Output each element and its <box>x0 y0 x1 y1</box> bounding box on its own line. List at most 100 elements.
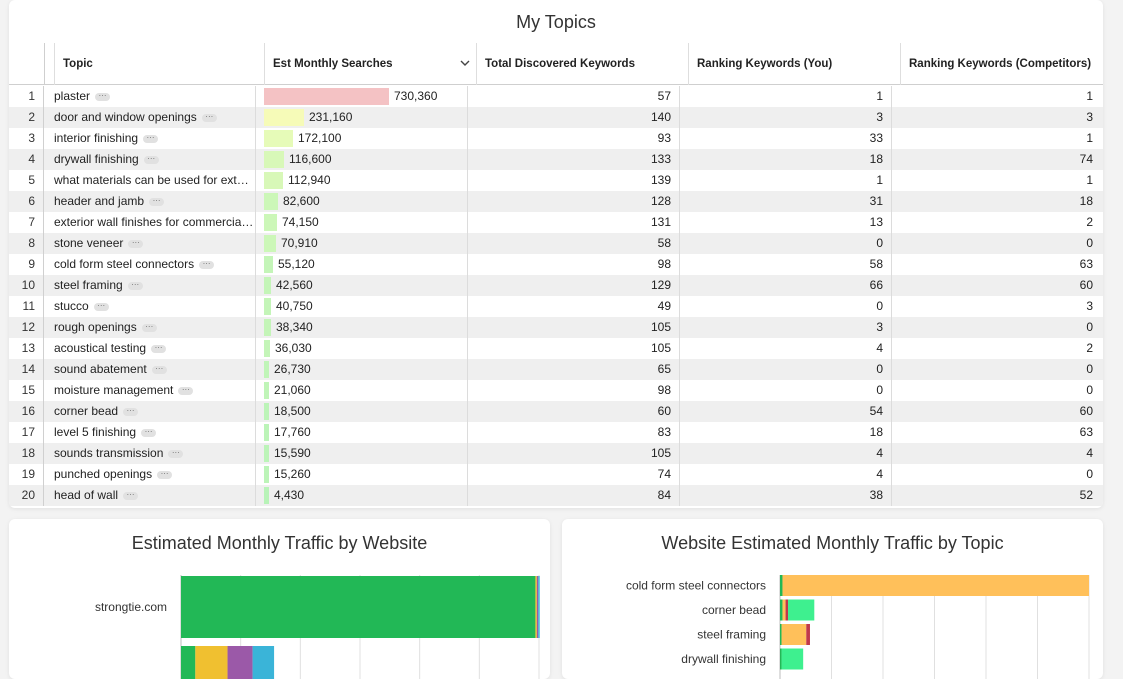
topic-cell[interactable]: moisture management ··· <box>45 380 255 401</box>
table-row[interactable]: 8 stone veneer ··· 70,910 58 0 0 <box>9 233 1103 254</box>
ranking-you-cell: 33 <box>679 128 891 149</box>
topic-name: head of wall <box>54 488 119 502</box>
topic-cell[interactable]: sounds transmission ··· <box>45 443 255 464</box>
table-row[interactable]: 9 cold form steel connectors ··· 55,120 98 58… <box>9 254 1103 275</box>
table-row[interactable]: 6 header and jamb ··· 82,600 128 31 18 <box>9 191 1103 212</box>
chevron-down-icon[interactable] <box>460 43 470 103</box>
table-header: Topic Est Monthly Searches Total Discove… <box>9 43 1103 85</box>
topic-cell[interactable]: exterior wall finishes for commercial bu… <box>45 212 255 233</box>
est-monthly-searches-cell: 730,360 <box>255 86 467 107</box>
topic-cell[interactable]: plaster ··· <box>45 86 255 107</box>
ranking-you-cell: 4 <box>679 464 891 485</box>
total-keywords-cell: 98 <box>467 380 679 401</box>
more-dots-icon[interactable]: ··· <box>168 448 184 458</box>
row-index: 13 <box>9 338 44 359</box>
bar-segment[interactable] <box>535 576 537 638</box>
more-dots-icon[interactable]: ··· <box>201 112 217 122</box>
bar-segment[interactable] <box>227 646 253 679</box>
topic-name: level 5 finishing <box>54 425 137 439</box>
table-row[interactable]: 1 plaster ··· 730,360 57 1 1 <box>9 86 1103 107</box>
topic-cell[interactable]: head of wall ··· <box>45 485 255 506</box>
more-dots-icon[interactable]: ··· <box>143 133 159 143</box>
column-header-total-discovered-keywords[interactable]: Total Discovered Keywords <box>476 43 688 85</box>
more-dots-icon[interactable]: ··· <box>141 322 157 332</box>
bar-segment[interactable] <box>781 648 804 670</box>
more-dots-icon[interactable]: ··· <box>199 259 215 269</box>
topic-cell[interactable]: steel framing ··· <box>45 275 255 296</box>
more-dots-icon[interactable]: ··· <box>127 280 143 290</box>
table-row[interactable]: 14 sound abatement ··· 26,730 65 0 0 <box>9 359 1103 380</box>
bar-segment[interactable] <box>181 646 196 679</box>
total-keywords-cell: 129 <box>467 275 679 296</box>
topic-cell[interactable]: header and jamb ··· <box>45 191 255 212</box>
table-row[interactable]: 2 door and window openings ··· 231,160 140 3 3 <box>9 107 1103 128</box>
bar-segment[interactable] <box>780 575 783 596</box>
more-dots-icon[interactable]: ··· <box>93 301 109 311</box>
bar-segment[interactable] <box>195 646 228 679</box>
table-row[interactable]: 18 sounds transmission ··· 15,590 105 4 4 <box>9 443 1103 464</box>
topic-cell[interactable]: sound abatement ··· <box>45 359 255 380</box>
row-index: 19 <box>9 464 44 485</box>
bar-segment[interactable] <box>780 624 782 645</box>
table-row[interactable]: 5 what materials can be used for exterior… <box>9 170 1103 191</box>
searches-bar <box>264 445 269 462</box>
table-row[interactable]: 15 moisture management ··· 21,060 98 0 0 <box>9 380 1103 401</box>
topic-cell[interactable]: level 5 finishing ··· <box>45 422 255 443</box>
topic-cell[interactable]: acoustical testing ··· <box>45 338 255 359</box>
table-row[interactable]: 11 stucco ··· 40,750 49 0 3 <box>9 296 1103 317</box>
more-dots-icon[interactable]: ··· <box>149 196 165 206</box>
column-header-est-monthly-searches[interactable]: Est Monthly Searches <box>264 43 476 85</box>
more-dots-icon[interactable]: ··· <box>151 343 167 353</box>
topic-cell[interactable]: corner bead ··· <box>45 401 255 422</box>
table-row[interactable]: 3 interior finishing ··· 172,100 93 33 1 <box>9 128 1103 149</box>
column-header-topic[interactable]: Topic <box>54 43 264 85</box>
bar-segment[interactable] <box>538 576 540 638</box>
topic-cell[interactable]: stucco ··· <box>45 296 255 317</box>
column-header-ranking-keywords-you[interactable]: Ranking Keywords (You) <box>688 43 900 85</box>
table-row[interactable]: 16 corner bead ··· 18,500 60 54 60 <box>9 401 1103 422</box>
bar-segment[interactable] <box>785 599 789 621</box>
bar-segment[interactable] <box>780 648 782 670</box>
bar-segment[interactable] <box>181 576 536 638</box>
table-row[interactable]: 7 exterior wall finishes for commercial b… <box>9 212 1103 233</box>
more-dots-icon[interactable]: ··· <box>178 385 194 395</box>
column-header-ranking-keywords-competitors[interactable]: Ranking Keywords (Competitors) <box>900 43 1103 85</box>
more-dots-icon[interactable]: ··· <box>128 238 144 248</box>
topic-cell[interactable]: drywall finishing ··· <box>45 149 255 170</box>
more-dots-icon[interactable]: ··· <box>143 154 159 164</box>
more-dots-icon[interactable]: ··· <box>151 364 167 374</box>
table-row[interactable]: 10 steel framing ··· 42,560 129 66 60 <box>9 275 1103 296</box>
topic-cell[interactable]: what materials can be used for exterior … <box>45 170 255 191</box>
table-row[interactable]: 4 drywall finishing ··· 116,600 133 18 74 <box>9 149 1103 170</box>
topic-cell[interactable]: punched openings ··· <box>45 464 255 485</box>
bar-segment[interactable] <box>536 576 539 638</box>
bar-segment[interactable] <box>788 599 815 621</box>
bar-segment[interactable] <box>781 624 807 645</box>
bar-segment[interactable] <box>806 624 810 645</box>
topic-name: sounds transmission <box>54 446 164 460</box>
bar-segment[interactable] <box>780 599 783 621</box>
table-row[interactable]: 12 rough openings ··· 38,340 105 3 0 <box>9 317 1103 338</box>
table-row[interactable]: 20 head of wall ··· 4,430 84 38 52 <box>9 485 1103 506</box>
more-dots-icon[interactable]: ··· <box>123 406 139 416</box>
table-row[interactable]: 19 punched openings ··· 15,260 74 4 0 <box>9 464 1103 485</box>
bar-segment[interactable] <box>252 646 275 679</box>
topic-name: door and window openings <box>54 110 197 124</box>
topic-cell[interactable]: rough openings ··· <box>45 317 255 338</box>
more-dots-icon[interactable]: ··· <box>157 469 173 479</box>
more-dots-icon[interactable]: ··· <box>141 427 157 437</box>
more-dots-icon[interactable]: ··· <box>95 91 111 101</box>
topic-cell[interactable]: door and window openings ··· <box>45 107 255 128</box>
topic-cell[interactable]: stone veneer ··· <box>45 233 255 254</box>
table-row[interactable]: 17 level 5 finishing ··· 17,760 83 18 63 <box>9 422 1103 443</box>
searches-value: 730,360 <box>394 89 438 103</box>
row-index: 3 <box>9 128 44 149</box>
table-row[interactable]: 13 acoustical testing ··· 36,030 105 4 2 <box>9 338 1103 359</box>
bar-segment[interactable] <box>782 599 786 621</box>
topic-cell[interactable]: interior finishing ··· <box>45 128 255 149</box>
bar-segment[interactable] <box>782 575 1089 596</box>
row-index: 7 <box>9 212 44 233</box>
topic-cell[interactable]: cold form steel connectors ··· <box>45 254 255 275</box>
searches-bar <box>264 214 277 231</box>
more-dots-icon[interactable]: ··· <box>123 490 139 500</box>
